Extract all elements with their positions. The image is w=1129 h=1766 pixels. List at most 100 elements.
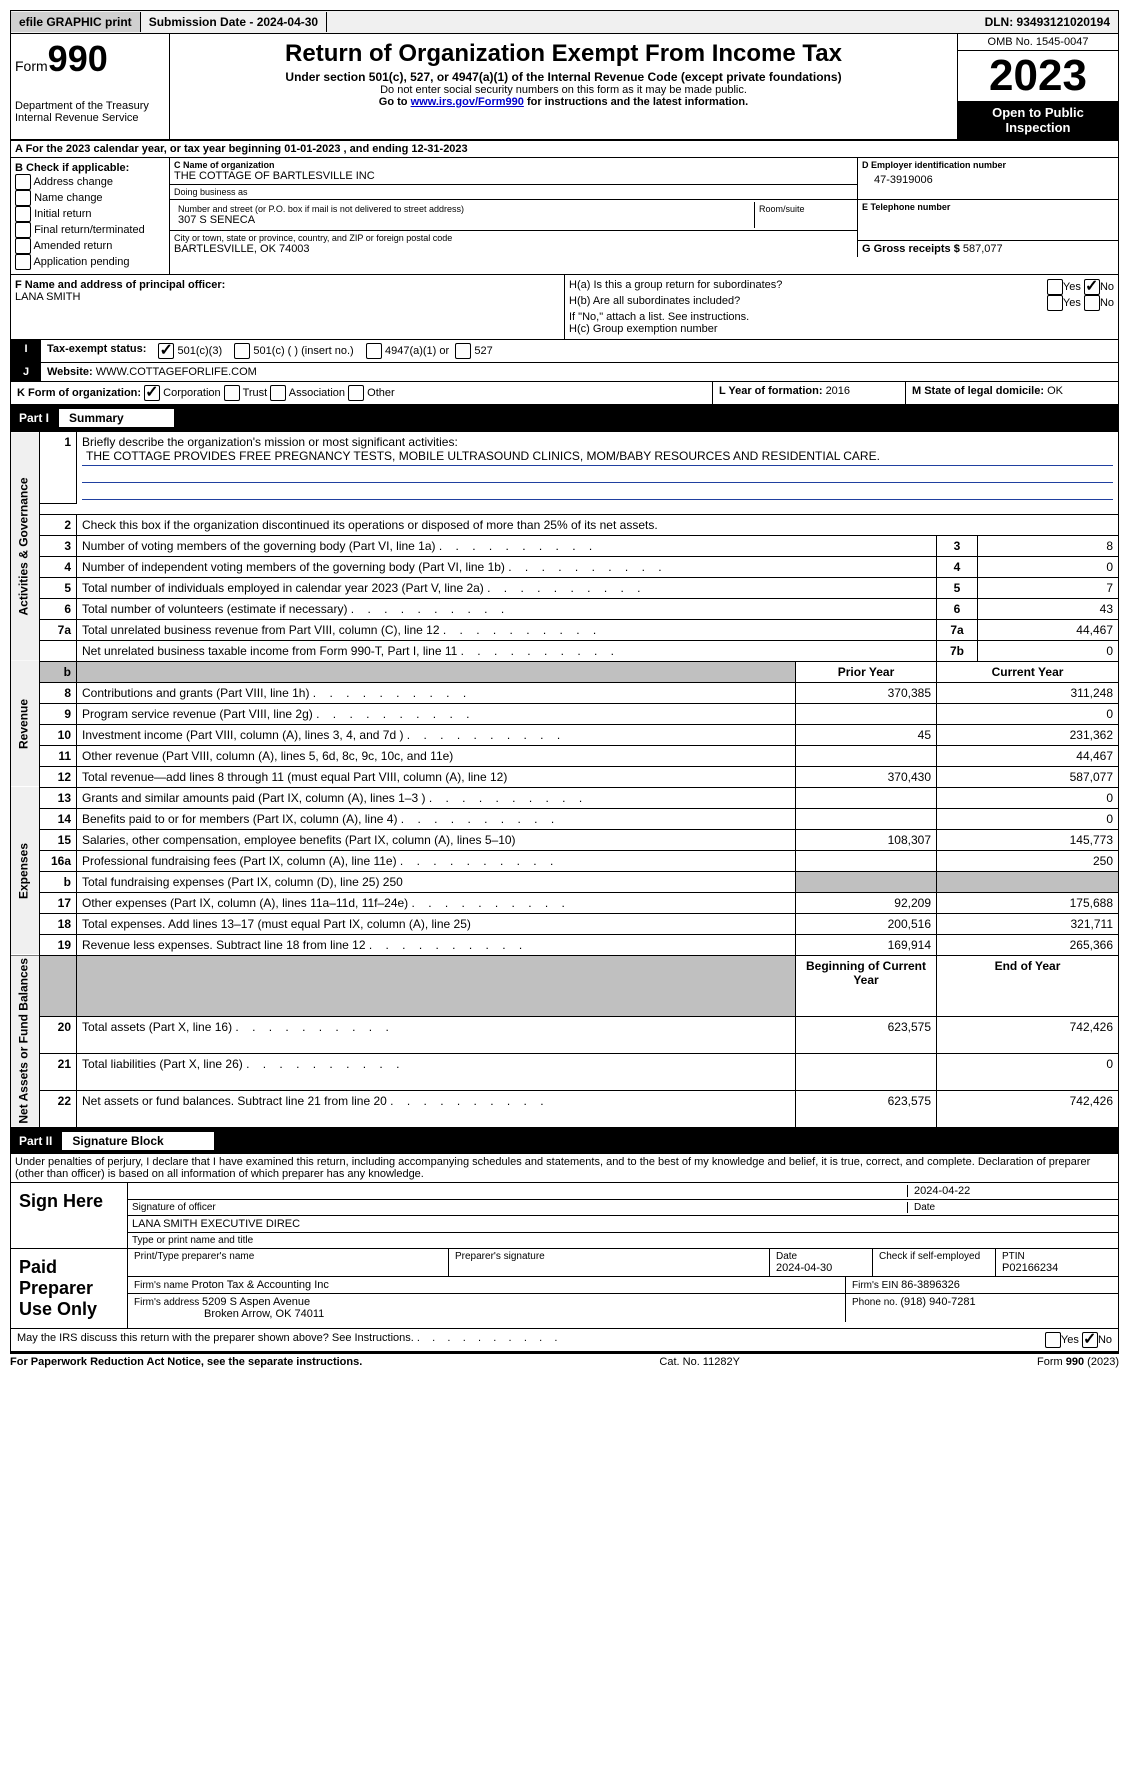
box-b-label: B Check if applicable: bbox=[15, 162, 165, 174]
firm-addr-2: Broken Arrow, OK 74011 bbox=[204, 1308, 324, 1320]
chk-amended-return[interactable]: Amended return bbox=[15, 238, 165, 254]
form-title: Return of Organization Exempt From Incom… bbox=[174, 40, 953, 68]
domicile-value: OK bbox=[1047, 385, 1063, 397]
ptin-value: P02166234 bbox=[1002, 1262, 1112, 1274]
org-name-label: C Name of organization bbox=[174, 160, 853, 170]
line-13-prior bbox=[796, 787, 937, 808]
chk-corp[interactable] bbox=[144, 385, 160, 401]
row-j: J Website: WWW.COTTAGEFORLIFE.COM bbox=[10, 363, 1119, 382]
website-label: Website: bbox=[47, 366, 96, 378]
line-6-val: 43 bbox=[978, 598, 1119, 619]
line-16a-text: Professional fundraising fees (Part IX, … bbox=[82, 854, 553, 868]
prep-date: 2024-04-30 bbox=[776, 1262, 866, 1274]
box-c-wrapper: C Name of organization THE COTTAGE OF BA… bbox=[170, 158, 1118, 274]
chk-trust[interactable] bbox=[224, 385, 240, 401]
header-right: OMB No. 1545-0047 2023 Open to Public In… bbox=[958, 34, 1118, 139]
efile-print-button[interactable]: efile GRAPHIC print bbox=[11, 12, 141, 32]
chk-address-change[interactable]: Address change bbox=[15, 174, 165, 190]
discuss-yes[interactable] bbox=[1045, 1332, 1061, 1348]
line-17-text: Other expenses (Part IX, column (A), lin… bbox=[82, 896, 565, 910]
signature-block: Sign Here 2024-04-22 Signature of office… bbox=[10, 1183, 1119, 1352]
footer-form: 990 bbox=[1066, 1356, 1084, 1368]
firm-phone: (918) 940-7281 bbox=[900, 1296, 975, 1308]
chk-501c3[interactable] bbox=[158, 343, 174, 359]
line-4-val: 0 bbox=[978, 556, 1119, 577]
line-2-num: 2 bbox=[40, 514, 77, 535]
ein-label: D Employer identification number bbox=[862, 160, 1114, 170]
open-public-badge: Open to Public Inspection bbox=[958, 101, 1118, 139]
part1-header: Part I Summary bbox=[10, 405, 1119, 431]
dba-label: Doing business as bbox=[174, 187, 853, 197]
form-word: Form bbox=[15, 58, 48, 74]
box-f: F Name and address of principal officer:… bbox=[11, 275, 565, 339]
firm-addr-1: 5209 S Aspen Avenue bbox=[202, 1296, 310, 1308]
chk-other[interactable] bbox=[348, 385, 364, 401]
city-label: City or town, state or province, country… bbox=[174, 233, 853, 243]
rev-hdr-b: b bbox=[40, 661, 77, 682]
line-5-text: Total number of individuals employed in … bbox=[82, 581, 641, 595]
line-5-val: 7 bbox=[978, 577, 1119, 598]
part2-label: Part II bbox=[19, 1134, 62, 1148]
line-11-prior bbox=[796, 745, 937, 766]
firm-ein-label: Firm's EIN bbox=[852, 1280, 901, 1291]
efile-top-bar: efile GRAPHIC print Submission Date - 20… bbox=[10, 10, 1119, 34]
side-revenue: Revenue bbox=[11, 661, 40, 787]
line-6-text: Total number of volunteers (estimate if … bbox=[82, 602, 504, 616]
line-15-text: Salaries, other compensation, employee b… bbox=[82, 833, 516, 847]
line-15-curr: 145,773 bbox=[937, 829, 1119, 850]
footer-mid: Cat. No. 11282Y bbox=[659, 1356, 740, 1368]
prep-name-label: Print/Type preparer's name bbox=[134, 1251, 442, 1262]
type-name-label: Type or print name and title bbox=[128, 1233, 1118, 1248]
footer-right-pre: Form bbox=[1037, 1356, 1066, 1368]
sig-date: 2024-04-22 bbox=[907, 1185, 1114, 1197]
line-4-ref: 4 bbox=[937, 556, 978, 577]
side-expenses: Expenses bbox=[11, 787, 40, 955]
mission-blank-1 bbox=[82, 466, 1113, 483]
chk-application-pending[interactable]: Application pending bbox=[15, 254, 165, 270]
hb-no[interactable] bbox=[1084, 295, 1100, 311]
hdr-end: End of Year bbox=[937, 955, 1119, 1017]
chk-4947[interactable] bbox=[366, 343, 382, 359]
street-value: 307 S SENECA bbox=[178, 214, 750, 226]
street-label: Number and street (or P.O. box if mail i… bbox=[178, 204, 750, 214]
tax-year: 2023 bbox=[958, 51, 1118, 101]
line-20-curr: 742,426 bbox=[937, 1017, 1119, 1054]
line-11-text: Other revenue (Part VIII, column (A), li… bbox=[82, 749, 453, 763]
chk-501c[interactable] bbox=[234, 343, 250, 359]
footer-year: (2023) bbox=[1084, 1356, 1119, 1368]
ha-no[interactable] bbox=[1084, 279, 1100, 295]
line-1-num: 1 bbox=[40, 432, 77, 504]
line-17-curr: 175,688 bbox=[937, 892, 1119, 913]
paid-preparer-label: Paid Preparer Use Only bbox=[11, 1249, 128, 1328]
sig-officer-label: Signature of officer bbox=[132, 1202, 907, 1213]
line-12-prior: 370,430 bbox=[796, 766, 937, 787]
firm-name: Proton Tax & Accounting Inc bbox=[191, 1279, 328, 1291]
chk-final-return[interactable]: Final return/terminated bbox=[15, 222, 165, 238]
line-11-curr: 44,467 bbox=[937, 745, 1119, 766]
line-9-prior bbox=[796, 703, 937, 724]
hdr-curr: Current Year bbox=[937, 661, 1119, 682]
sig-date-label: Date bbox=[907, 1202, 1114, 1213]
dln-number: DLN: 93493121020194 bbox=[977, 12, 1118, 32]
prep-sig-label: Preparer's signature bbox=[455, 1251, 763, 1262]
ha-yes[interactable] bbox=[1047, 279, 1063, 295]
discuss-no[interactable] bbox=[1082, 1332, 1098, 1348]
form-org-label: K Form of organization: bbox=[17, 387, 141, 399]
irs-link[interactable]: www.irs.gov/Form990 bbox=[411, 96, 524, 108]
hb-yes[interactable] bbox=[1047, 295, 1063, 311]
form-subtitle: Under section 501(c), 527, or 4947(a)(1)… bbox=[174, 70, 953, 84]
chk-assoc[interactable] bbox=[270, 385, 286, 401]
submission-date: Submission Date - 2024-04-30 bbox=[141, 12, 327, 32]
part2-header: Part II Signature Block bbox=[10, 1128, 1119, 1154]
line-22-curr: 742,426 bbox=[937, 1091, 1119, 1128]
line-17-prior: 92,209 bbox=[796, 892, 937, 913]
chk-initial-return[interactable]: Initial return bbox=[15, 206, 165, 222]
period-pre: A For the 2023 calendar year, or tax yea… bbox=[15, 143, 284, 155]
line-8-prior: 370,385 bbox=[796, 682, 937, 703]
line-13-curr: 0 bbox=[937, 787, 1119, 808]
chk-name-change[interactable]: Name change bbox=[15, 190, 165, 206]
form-title-block: Return of Organization Exempt From Incom… bbox=[170, 34, 958, 139]
line-16b-prior bbox=[796, 871, 937, 892]
chk-527[interactable] bbox=[455, 343, 471, 359]
line-10-prior: 45 bbox=[796, 724, 937, 745]
